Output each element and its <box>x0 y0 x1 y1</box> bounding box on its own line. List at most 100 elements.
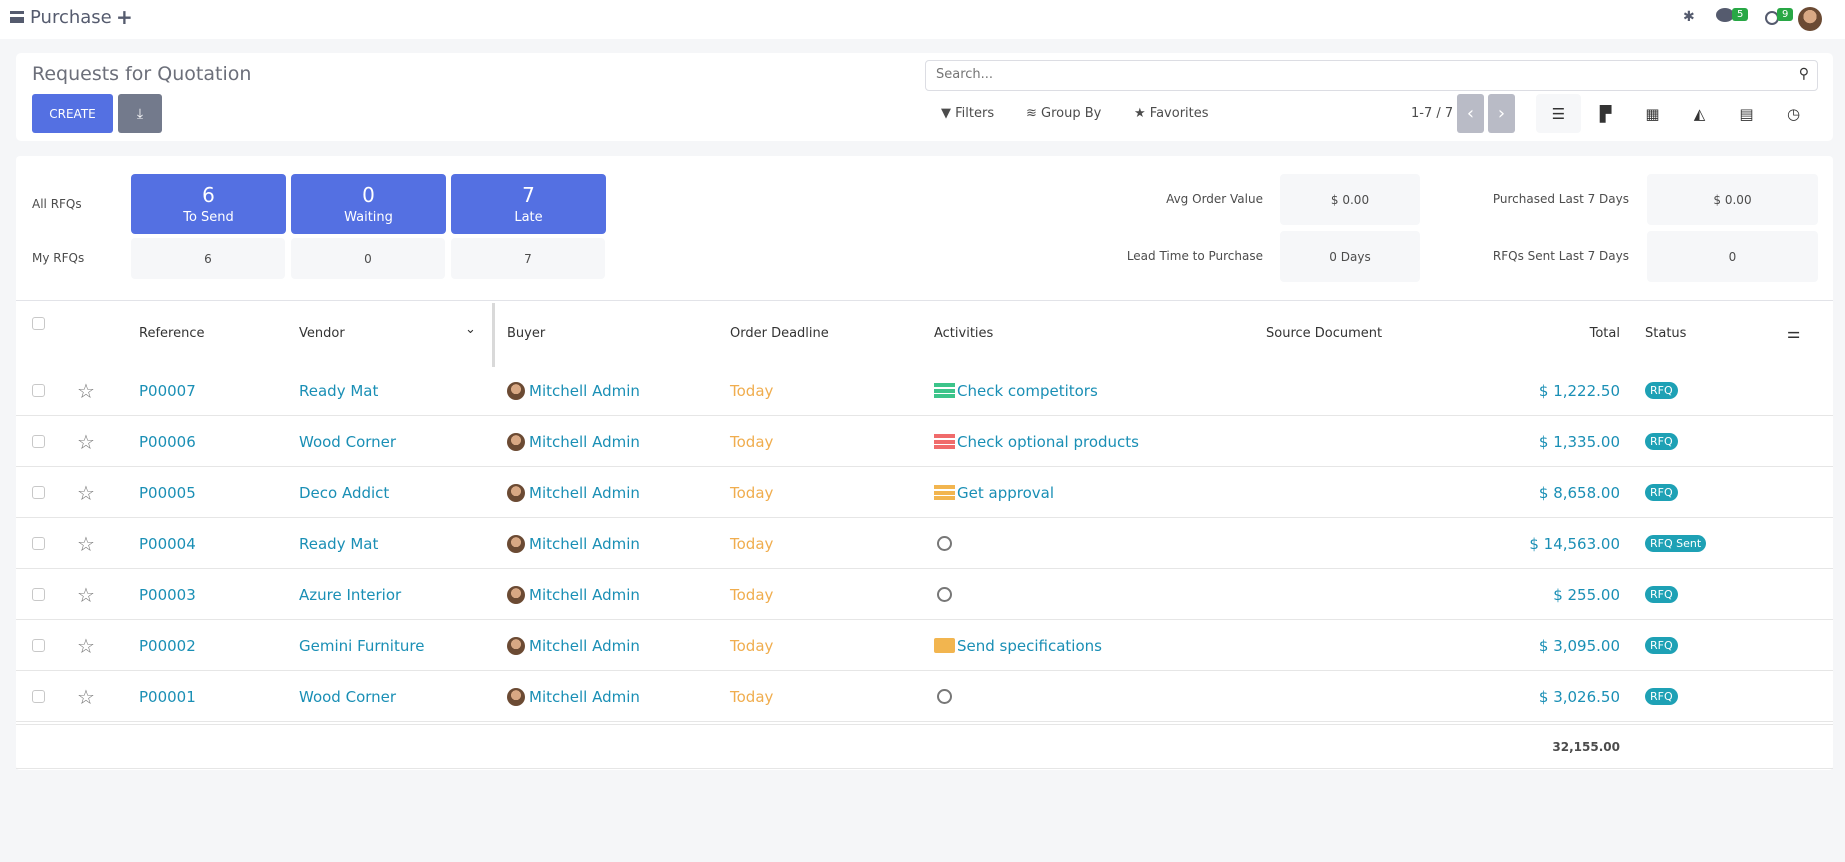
column-status[interactable]: Status <box>1645 325 1687 341</box>
reference-link[interactable]: P00003 <box>139 585 196 604</box>
create-button[interactable]: CREATE <box>32 94 113 133</box>
late-tile[interactable]: 7 Late <box>451 174 606 234</box>
search-input[interactable] <box>936 67 1776 82</box>
list-icon[interactable] <box>934 383 955 398</box>
reference-link[interactable]: P00007 <box>139 381 196 400</box>
vendor-link[interactable]: Azure Interior <box>299 585 402 604</box>
star-icon[interactable]: ☆ <box>77 582 95 607</box>
pager-next-button[interactable]: › <box>1488 94 1515 133</box>
row-checkbox[interactable] <box>32 537 45 550</box>
vendor-link[interactable]: Wood Corner <box>299 687 397 706</box>
vendor-link[interactable]: Wood Corner <box>299 432 397 451</box>
column-reference[interactable]: Reference <box>139 325 205 341</box>
table-row[interactable]: ☆ P00003 Azure Interior Mitchell Admin T… <box>16 569 1833 620</box>
activity-cell[interactable]: Send specifications <box>934 620 1102 671</box>
column-buyer[interactable]: Buyer <box>507 325 546 341</box>
menu-icon[interactable] <box>10 11 24 23</box>
column-resize-handle[interactable] <box>492 303 495 367</box>
star-icon[interactable]: ☆ <box>77 531 95 556</box>
row-checkbox[interactable] <box>32 639 45 652</box>
activity-summary[interactable]: Check competitors <box>957 381 1098 400</box>
activity-cell[interactable] <box>934 518 952 569</box>
star-icon[interactable]: ☆ <box>77 429 95 454</box>
column-source-document[interactable]: Source Document <box>1266 325 1383 341</box>
table-row[interactable]: ☆ P00007 Ready Mat Mitchell Admin Today … <box>16 365 1833 416</box>
vendor-link[interactable]: Deco Addict <box>299 483 390 502</box>
buyer-cell[interactable]: Mitchell Admin <box>507 671 640 722</box>
buyer-cell[interactable]: Mitchell Admin <box>507 620 640 671</box>
column-vendor[interactable]: Vendor <box>299 325 345 341</box>
buyer-cell[interactable]: Mitchell Admin <box>507 569 640 620</box>
table-row[interactable]: ☆ P00005 Deco Addict Mitchell Admin Toda… <box>16 467 1833 518</box>
app-title[interactable]: Purchase <box>30 7 112 28</box>
pager-previous-button[interactable]: ‹ <box>1457 94 1484 133</box>
list-view-button[interactable]: ☰ <box>1536 94 1581 133</box>
star-icon[interactable]: ☆ <box>77 684 95 709</box>
bug-icon[interactable]: ✱ <box>1683 9 1695 25</box>
optional-columns-sliders-icon[interactable]: ⚌ <box>1787 324 1801 342</box>
search-icon[interactable]: ⚲ <box>1798 66 1809 82</box>
search-box[interactable]: ⚲ <box>925 60 1818 91</box>
calendar-view-button[interactable]: ▤ <box>1724 94 1769 133</box>
pivot-view-button[interactable]: ▦ <box>1630 94 1675 133</box>
messages-icon[interactable] <box>1716 8 1734 22</box>
column-total[interactable]: Total <box>1589 325 1620 341</box>
activity-cell[interactable]: Get approval <box>934 467 1054 518</box>
activity-cell[interactable]: Check optional products <box>934 416 1139 467</box>
my-waiting-tile[interactable]: 0 <box>291 238 445 279</box>
reference-link[interactable]: P00006 <box>139 432 196 451</box>
activity-summary[interactable]: Check optional products <box>957 432 1139 451</box>
table-row[interactable]: ☆ P00006 Wood Corner Mitchell Admin Toda… <box>16 416 1833 467</box>
activity-view-button[interactable]: ◷ <box>1771 94 1816 133</box>
reference-link[interactable]: P00004 <box>139 534 196 553</box>
buyer-cell[interactable]: Mitchell Admin <box>507 518 640 569</box>
download-button[interactable]: ⤓ <box>118 94 162 133</box>
star-icon[interactable]: ☆ <box>77 633 95 658</box>
kanban-view-button[interactable]: ▛ <box>1583 94 1628 133</box>
row-checkbox[interactable] <box>32 588 45 601</box>
activity-cell[interactable] <box>934 569 952 620</box>
star-icon[interactable]: ☆ <box>77 480 95 505</box>
table-row[interactable]: ☆ P00002 Gemini Furniture Mitchell Admin… <box>16 620 1833 671</box>
list-icon[interactable] <box>934 434 955 449</box>
reference-link[interactable]: P00001 <box>139 687 196 706</box>
clock-icon[interactable] <box>937 536 952 551</box>
column-activities[interactable]: Activities <box>934 325 994 341</box>
reference-link[interactable]: P00005 <box>139 483 196 502</box>
to-send-tile[interactable]: 6 To Send <box>131 174 286 234</box>
pager-value[interactable]: 1-7 / 7 <box>1411 106 1454 121</box>
buyer-cell[interactable]: Mitchell Admin <box>507 365 640 416</box>
column-order-deadline[interactable]: Order Deadline <box>730 325 829 341</box>
list-icon[interactable] <box>934 485 955 500</box>
plus-icon[interactable]: + <box>116 5 133 29</box>
user-avatar[interactable] <box>1798 7 1822 31</box>
buyer-cell[interactable]: Mitchell Admin <box>507 467 640 518</box>
graph-view-button[interactable]: ◭ <box>1677 94 1722 133</box>
vendor-link[interactable]: Ready Mat <box>299 534 379 553</box>
activity-cell[interactable] <box>934 671 952 722</box>
vendor-link[interactable]: Gemini Furniture <box>299 636 425 655</box>
envelope-icon[interactable] <box>934 638 955 653</box>
buyer-cell[interactable]: Mitchell Admin <box>507 416 640 467</box>
favorites-button[interactable]: ★ Favorites <box>1134 106 1209 121</box>
group-by-button[interactable]: ≋ Group By <box>1026 106 1101 121</box>
my-late-tile[interactable]: 7 <box>451 238 605 279</box>
table-row[interactable]: ☆ P00004 Ready Mat Mitchell Admin Today … <box>16 518 1833 569</box>
table-row[interactable]: ☆ P00001 Wood Corner Mitchell Admin Toda… <box>16 671 1833 722</box>
vendor-link[interactable]: Ready Mat <box>299 381 379 400</box>
activity-summary[interactable]: Get approval <box>957 483 1054 502</box>
select-all-checkbox[interactable] <box>32 316 45 330</box>
clock-icon[interactable] <box>937 689 952 704</box>
filters-button[interactable]: ▼ Filters <box>941 106 994 121</box>
my-to-send-tile[interactable]: 6 <box>131 238 285 279</box>
row-checkbox[interactable] <box>32 384 45 397</box>
row-checkbox[interactable] <box>32 690 45 703</box>
chevron-down-icon[interactable]: ⌄ <box>465 321 476 337</box>
star-icon[interactable]: ☆ <box>77 378 95 403</box>
row-checkbox[interactable] <box>32 486 45 499</box>
row-checkbox[interactable] <box>32 435 45 448</box>
reference-link[interactable]: P00002 <box>139 636 196 655</box>
activity-summary[interactable]: Send specifications <box>957 636 1102 655</box>
activity-cell[interactable]: Check competitors <box>934 365 1098 416</box>
clock-icon[interactable] <box>937 587 952 602</box>
